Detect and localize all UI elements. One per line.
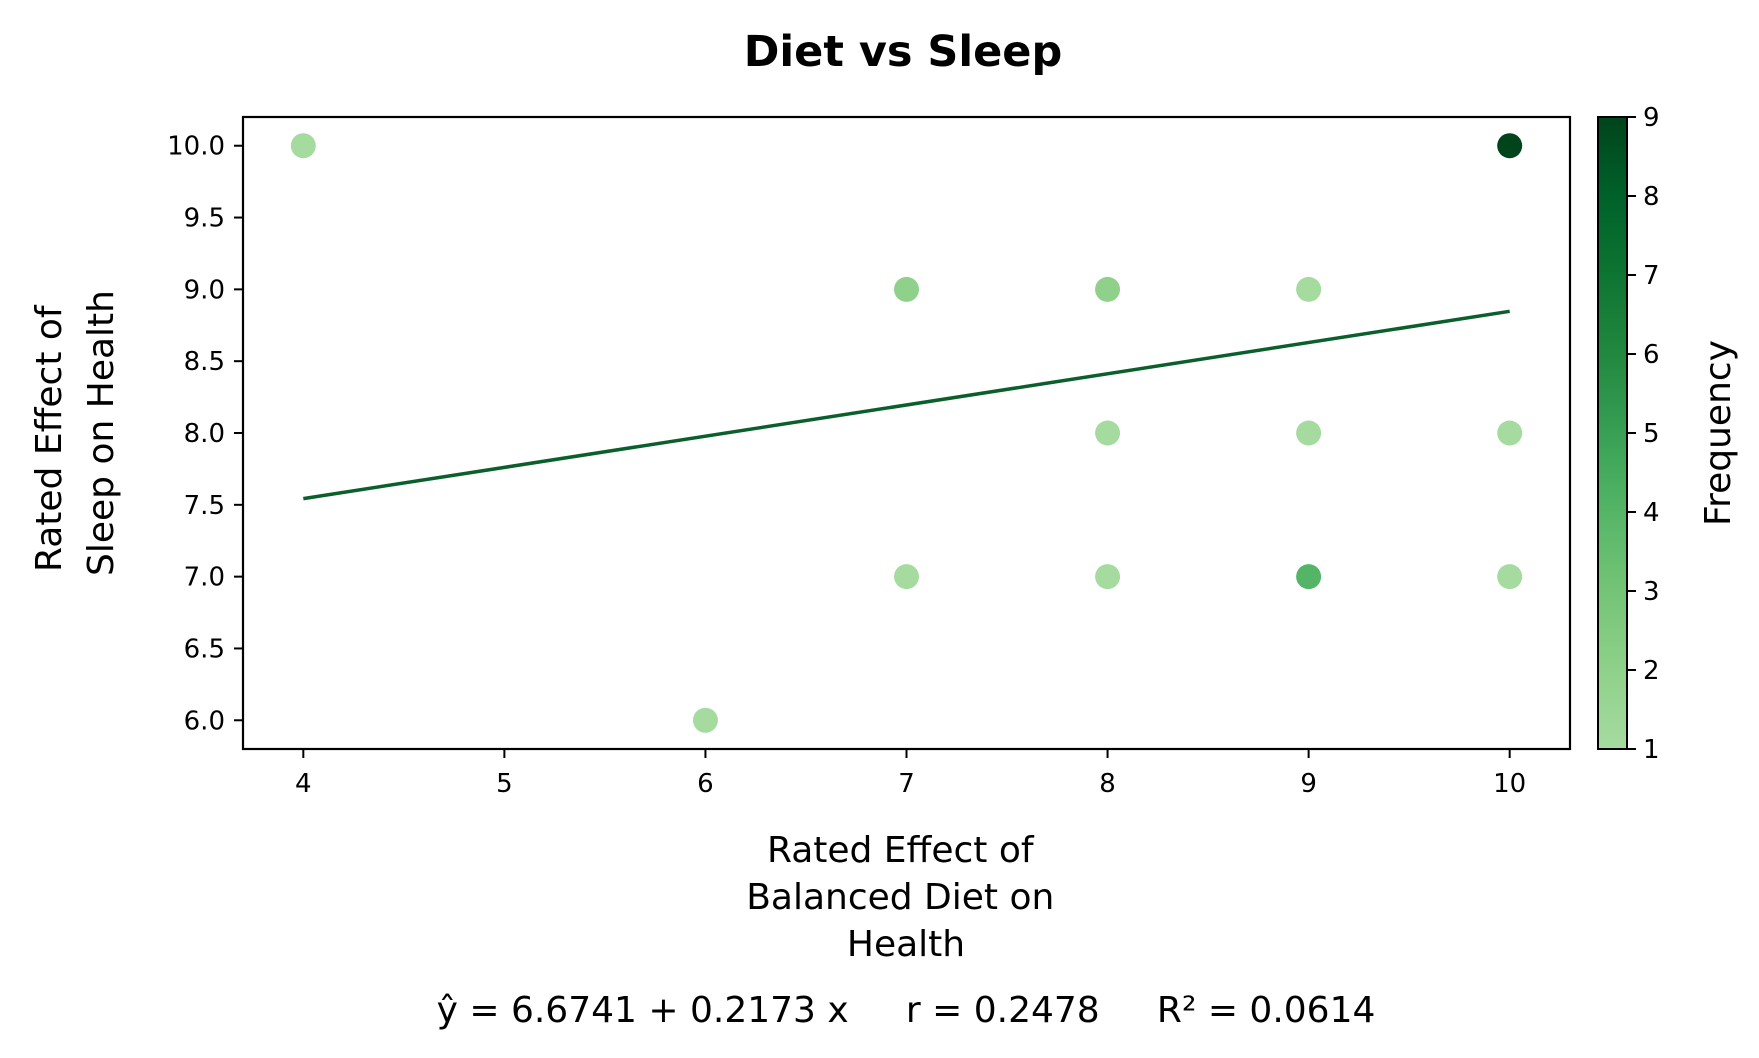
colorbar-tick-label: 9 [1643,103,1660,133]
scatter-point [1497,133,1523,159]
scatter-point [1296,420,1322,446]
y-tick-label: 10.0 [167,132,225,162]
scatter-point [1296,564,1322,590]
colorbar-tick-label: 6 [1643,340,1660,370]
colorbar-tick-label: 3 [1643,577,1660,607]
scatter-point [1497,420,1523,446]
colorbar-label: Frequency [1698,340,1739,526]
regression-stats: ŷ = 6.6741 + 0.2173 x r = 0.2478 R² = 0.… [437,990,1376,1031]
x-axis-label-line: Rated Effect of [767,830,1035,871]
y-tick-label: 6.0 [184,706,225,736]
x-axis-label-line: Health [847,924,965,965]
scatter-point [692,707,718,733]
colorbar: 1 2 3 4 5 6 7 8 9 Frequency [1597,103,1739,765]
colorbar-tick-label: 8 [1643,182,1660,212]
chart-title: Diet vs Sleep [744,27,1063,77]
colorbar-ticks: 1 2 3 4 5 6 7 8 9 [1627,103,1660,765]
colorbar-tick-label: 2 [1643,656,1660,686]
scatter-point [1095,276,1121,302]
x-axis-label: Rated Effect of Balanced Diet on Health [746,830,1066,965]
scatter-point [1497,564,1523,590]
x-tick-label: 8 [1099,769,1116,799]
y-tick-label: 9.5 [184,204,225,234]
y-tick-label: 6.5 [184,634,225,664]
regression-layer [303,309,1510,501]
regression-line [303,309,1510,501]
y-tick-label: 8.0 [184,419,225,449]
x-tick-label: 4 [295,769,312,799]
colorbar-tick-label: 5 [1643,419,1660,449]
y-axis-label-line: Rated Effect of [29,304,70,572]
x-tick-label: 5 [496,769,513,799]
y-axis-label-line: Sleep on Health [81,290,122,576]
y-tick-label: 7.5 [184,491,225,521]
colorbar-tick-label: 7 [1643,261,1660,291]
scatter-point [1296,276,1322,302]
colorbar-tick-label: 4 [1643,498,1660,528]
y-tick-label: 7.0 [184,563,225,593]
scatter-point [894,276,919,302]
scatter-point [894,564,919,590]
y-axis-label: Rated Effect of Sleep on Health [29,290,122,576]
y-tick-label: 8.5 [184,347,225,377]
x-axis-label-line: Balanced Diet on [746,877,1054,918]
x-tick-label: 9 [1300,769,1317,799]
scatter-point [1095,564,1121,590]
x-tick-label: 7 [898,769,915,799]
x-axis-ticks: 4 5 6 7 8 9 10 [295,749,1526,799]
x-tick-label: 6 [697,769,714,799]
colorbar-gradient [1597,116,1628,750]
y-axis-ticks: 6.0 6.5 7.0 7.5 8.0 8.5 9.0 9.5 10.0 [167,132,243,736]
points-layer [290,133,1523,733]
plot-frame [241,115,1572,751]
scatter-point [1095,420,1121,446]
y-tick-label: 9.0 [184,275,225,305]
x-tick-label: 10 [1493,769,1526,799]
colorbar-tick-label: 1 [1643,735,1660,765]
scatter-point [290,133,316,159]
